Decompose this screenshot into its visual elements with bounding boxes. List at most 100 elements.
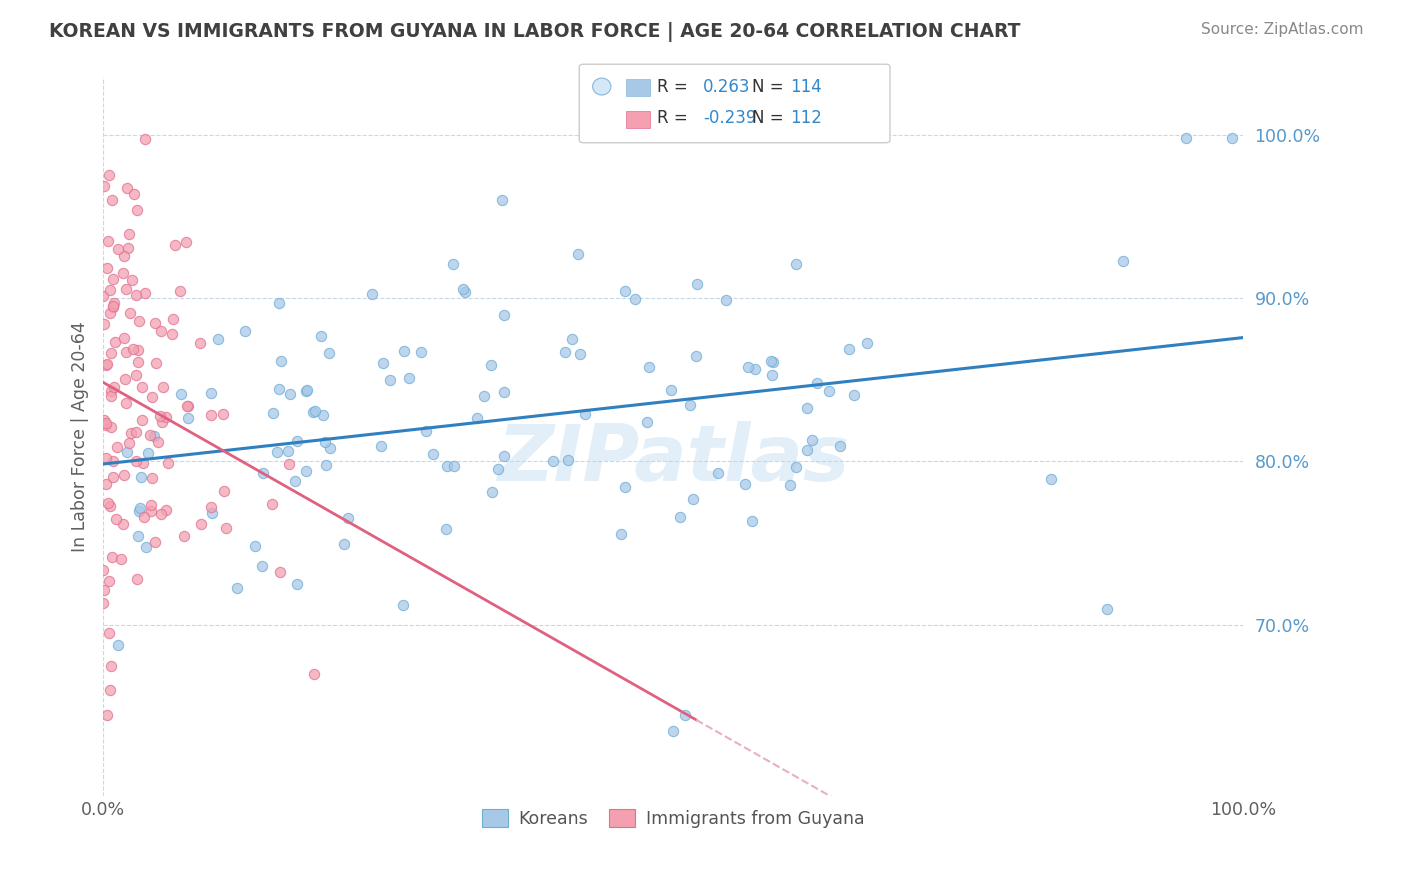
Point — [494, 308, 516, 322]
Point — [131, 469, 153, 483]
Point — [302, 667, 325, 681]
Point — [127, 343, 149, 357]
Point — [112, 517, 135, 532]
Point — [103, 335, 125, 350]
Point — [662, 724, 685, 739]
Point — [212, 484, 235, 499]
Point — [266, 444, 288, 458]
Point — [623, 292, 645, 306]
Point — [443, 458, 465, 473]
Point — [132, 509, 155, 524]
Point — [112, 249, 135, 263]
Point — [170, 387, 193, 401]
Text: 114: 114 — [790, 78, 823, 95]
Point — [107, 638, 129, 652]
Point — [1220, 131, 1243, 145]
Point — [125, 425, 148, 440]
Point — [661, 383, 683, 397]
Point — [169, 284, 191, 298]
Point — [143, 534, 166, 549]
Point — [101, 272, 124, 286]
Point — [127, 202, 149, 217]
Point — [636, 415, 658, 429]
Point — [398, 370, 420, 384]
Legend: Koreans, Immigrants from Guyana: Koreans, Immigrants from Guyana — [475, 802, 872, 835]
Point — [280, 386, 302, 401]
Point — [801, 433, 824, 447]
Point — [315, 458, 337, 472]
Point — [295, 384, 318, 399]
Point — [294, 464, 316, 478]
Point — [103, 296, 125, 310]
Point — [103, 380, 125, 394]
Point — [472, 389, 495, 403]
Point — [93, 317, 115, 331]
Point — [176, 399, 198, 413]
Point — [100, 420, 122, 434]
Point — [131, 380, 153, 394]
Text: R =: R = — [657, 109, 693, 127]
Point — [304, 404, 326, 418]
Point — [673, 707, 696, 722]
Point — [134, 132, 156, 146]
Point — [117, 241, 139, 255]
Point — [233, 324, 256, 338]
Point — [101, 300, 124, 314]
Point — [679, 398, 702, 412]
Point — [796, 442, 818, 457]
Point — [796, 401, 818, 415]
Point — [200, 500, 222, 514]
Point — [118, 227, 141, 242]
Point — [260, 497, 283, 511]
Point — [100, 346, 122, 360]
Point — [96, 707, 118, 722]
Point — [541, 454, 564, 468]
Point — [734, 476, 756, 491]
Point — [155, 503, 177, 517]
Point — [669, 510, 692, 524]
Point — [145, 357, 167, 371]
Point — [94, 417, 117, 432]
Point — [269, 565, 291, 579]
Point — [285, 434, 308, 449]
Point — [93, 289, 115, 303]
Point — [96, 357, 118, 371]
Point — [107, 441, 129, 455]
Point — [93, 179, 115, 194]
Point — [97, 626, 120, 640]
Point — [479, 358, 502, 372]
Point — [96, 476, 118, 491]
Point — [682, 491, 704, 506]
Point — [145, 316, 167, 330]
Point — [112, 331, 135, 345]
Point — [267, 296, 290, 310]
Point — [250, 558, 273, 573]
Point — [278, 457, 301, 471]
Point — [177, 400, 200, 414]
Point — [779, 477, 801, 491]
Point — [319, 441, 342, 455]
Point — [98, 574, 121, 588]
Point — [378, 374, 401, 388]
Point — [134, 286, 156, 301]
Point — [392, 598, 415, 612]
Point — [312, 409, 335, 423]
Point — [855, 336, 877, 351]
Point — [465, 411, 488, 425]
Point — [686, 277, 709, 291]
Point — [127, 355, 149, 369]
Point — [101, 193, 124, 207]
Point — [828, 438, 851, 452]
Point — [103, 454, 125, 468]
Point — [302, 405, 325, 419]
Point — [104, 512, 127, 526]
Point — [125, 453, 148, 467]
Point — [114, 345, 136, 359]
Point — [422, 447, 444, 461]
Point — [143, 429, 166, 443]
Point — [96, 260, 118, 275]
Point — [100, 658, 122, 673]
Point — [637, 360, 659, 375]
Point — [744, 362, 766, 376]
Point — [128, 504, 150, 518]
